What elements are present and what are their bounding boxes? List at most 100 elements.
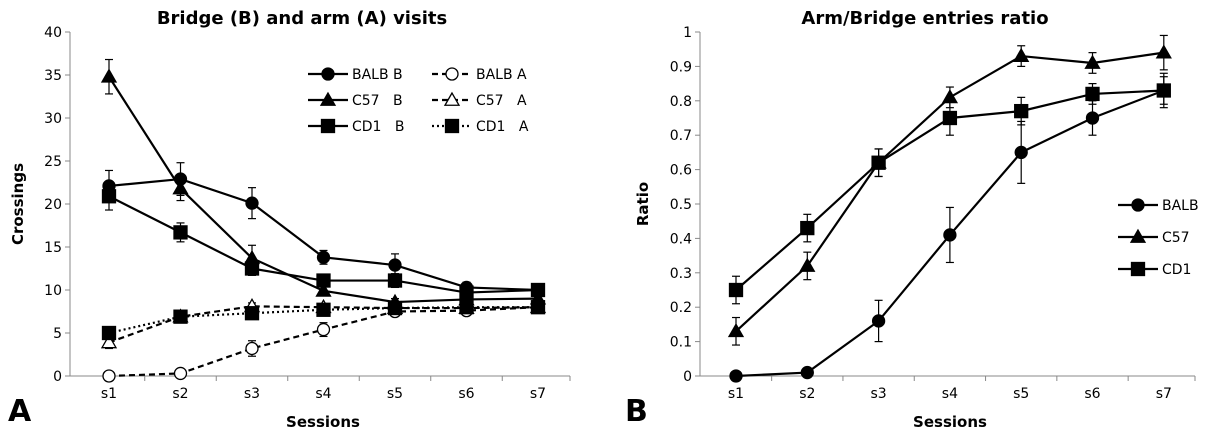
chart-b-title: Arm/Bridge entries ratio (801, 8, 1048, 29)
chart-a-y-tick-label: 5 (53, 326, 62, 342)
chart-a-legend-c57-b-swatch-marker (319, 91, 337, 106)
chart-a-series-balb-b-point (316, 250, 331, 264)
chart-b-series-c57-point (1155, 44, 1172, 59)
chart-a-series-cd1-b-point (459, 285, 474, 300)
chart-a-y-tick-label: 35 (44, 68, 62, 84)
chart-a-y-tick-label: 10 (44, 283, 62, 299)
chart-a-series-c57-b-point (315, 282, 332, 297)
chart-b-y-tick-label: 0.4 (670, 231, 692, 247)
chart-a-legend-c57-a-swatch-marker (443, 91, 461, 106)
chart-b-series-c57-point (799, 257, 816, 272)
chart-b-y-tick-label: 0.7 (670, 128, 692, 144)
chart-a-series-c57-b-point (172, 180, 189, 195)
chart-a-legend-balb-b-swatch-marker (321, 67, 335, 81)
chart-b-y-tick-label: 0.6 (670, 163, 692, 179)
chart-a-x-tick-label: s1 (101, 386, 117, 402)
chart-a-series-cd1-b-point (316, 273, 331, 288)
chart-b-series-c57-point (1084, 54, 1101, 69)
chart-a-legend-balb-b-label: BALB B (352, 67, 403, 83)
chart-b-series-cd1-point (942, 110, 958, 126)
chart-a-series-cd1-a-point (101, 325, 117, 341)
chart-a-y-label: Crossings (9, 163, 27, 245)
chart-b-series-cd1-point (800, 220, 815, 236)
chart-a-series-cd1-a-point (530, 300, 546, 315)
chart-b-y-tick-label: 0.8 (670, 94, 692, 110)
chart-a-x-tick-label: s3 (244, 386, 260, 402)
chart-a-x-tick-label: s6 (458, 386, 474, 402)
chart-a-x-label: Sessions (286, 413, 360, 431)
chart-a-series-c57-b-point (100, 68, 118, 83)
chart-b-x-tick-label: s2 (799, 386, 815, 402)
chart-a-series-cd1-b-point (173, 225, 188, 240)
chart-a-legend-cd1-b-swatch-marker (320, 118, 336, 134)
chart-b-legend-balb-label: BALB (1162, 198, 1199, 214)
chart-b-series-cd1 (728, 72, 1171, 305)
chart-a-panel-letter: A (8, 394, 32, 429)
chart-b-series-balb-point (943, 228, 957, 242)
chart-a-y-tick-label: 30 (44, 111, 62, 127)
chart-a-series-balb-a-point (316, 322, 331, 337)
chart-a-series-c57-b-line (108, 76, 539, 304)
chart-a-series-c57-a-point (100, 334, 118, 349)
chart-b-series-cd1-point (1014, 103, 1029, 119)
chart-a-series-cd1-a-point (459, 300, 474, 315)
chart-b-series-cd1-point (871, 155, 886, 170)
chart-b-legend-c57-swatch-marker (1129, 228, 1147, 243)
chart-a-series-cd1-a-point (316, 302, 331, 317)
chart-a-series-cd1-a-point (244, 306, 260, 321)
chart-a-y-tick-label: 15 (44, 240, 62, 256)
chart-a-legend: BALB B BALB A C57 B C57 A CD1 B CD1 A (308, 67, 529, 135)
chart-b-y-tick-label: 1 (683, 25, 692, 41)
chart-b-y-label: Ratio (634, 182, 652, 226)
chart-b-series-c57-point (727, 322, 745, 338)
chart-b-x-tick-label: s1 (728, 386, 744, 402)
chart-b-y-tick-label: 0.3 (670, 266, 692, 282)
chart-b-y-tick-label: 0.5 (670, 197, 692, 213)
chart-b-legend: BALB C57 CD1 (1118, 198, 1199, 278)
chart-a-legend-balb-a-swatch-marker (445, 67, 459, 81)
chart-b-y-tick-label: 0.9 (670, 59, 692, 75)
chart-a-y-tick-label: 20 (44, 197, 62, 213)
chart-a-title: Bridge (B) and arm (A) visits (157, 8, 447, 29)
chart-a-y-tick-label: 40 (44, 25, 62, 41)
chart-b-series-cd1-point (1085, 86, 1100, 102)
chart-b-x-tick-label: s6 (1084, 386, 1100, 402)
chart-a-legend-cd1-a-label: CD1 A (476, 119, 529, 135)
chart-b-series-c57-point (1013, 47, 1030, 62)
chart-a-series-cd1-b-point (101, 189, 117, 204)
chart-b-series-c57 (727, 34, 1172, 346)
chart-a-series-balb-b-point (245, 196, 259, 210)
chart-b-legend-cd1-label: CD1 (1162, 262, 1191, 278)
chart-a-series-cd1-b-point (387, 273, 403, 288)
chart-b-y-tick-label: 0.2 (670, 300, 692, 316)
chart-b-series-balb-point (800, 365, 814, 380)
chart-a-series-balb-a-point (173, 366, 188, 381)
chart-b-plot: 0 0.1 0.2 0.3 0.4 0.5 0.6 0.7 0.8 0.9 1 s1 s2 s3 s4 s5 s… (670, 25, 1199, 402)
chart-b-x-tick-label: s3 (870, 386, 886, 402)
chart-a-series-cd1-b (101, 181, 546, 300)
chart-b-y-tick-label: 0.1 (670, 335, 692, 351)
chart-a-series-cd1-b-point (244, 261, 260, 276)
chart-a-y-tick-label: 25 (44, 154, 62, 170)
chart-b-x-label: Sessions (913, 413, 987, 431)
chart-b-x-tick-label: s4 (942, 386, 958, 402)
chart-b-series-balb-point (1014, 145, 1028, 160)
chart-a-series-cd1-a-point (387, 300, 403, 316)
chart-a-x-tick-label: s4 (315, 386, 331, 402)
chart-a-legend-balb-a-label: BALB A (476, 67, 527, 83)
chart-b-series-cd1-point (1156, 83, 1171, 98)
chart-a-legend-c57-a-label: C57 A (476, 93, 527, 109)
chart-a-series-balb-a-point (245, 341, 259, 356)
chart-a-legend-cd1-b-label: CD1 B (352, 119, 404, 135)
chart-a-series-balb-a-point (102, 369, 116, 383)
chart-a-series-cd1-b-point (530, 282, 546, 298)
chart-a-legend-c57-b-label: C57 B (352, 93, 403, 109)
chart-a-x-tick-label: s2 (172, 386, 188, 402)
chart-b-series-balb-point (871, 314, 886, 328)
chart-b-y-tick-label: 0 (683, 369, 692, 385)
chart-b-x-tick-label: s7 (1156, 386, 1172, 402)
chart-b-series-cd1-point (728, 282, 744, 298)
chart-b-x-tick-label: s5 (1013, 386, 1029, 402)
